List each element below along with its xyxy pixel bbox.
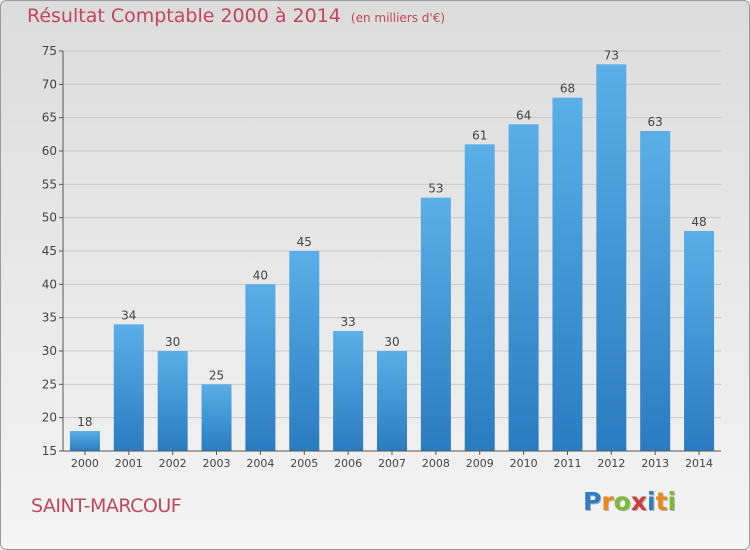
x-tick-label: 2003 bbox=[203, 457, 231, 470]
bar bbox=[201, 384, 232, 451]
x-tick-label: 2014 bbox=[685, 457, 713, 470]
bar bbox=[552, 97, 583, 452]
y-tick-label: 55 bbox=[42, 177, 57, 191]
chart-unit-label: (en milliers d'€) bbox=[350, 11, 446, 25]
x-tick-label: 2013 bbox=[641, 457, 669, 470]
data-label: 73 bbox=[604, 48, 619, 62]
x-tick-label: 2009 bbox=[466, 457, 494, 470]
axis-layer: 15 20 25 30 35 40 45 50 55 60 65 70 75 2000 2001 2002 20… bbox=[42, 44, 721, 470]
y-tick-label: 45 bbox=[42, 244, 57, 258]
logo-letter: i bbox=[667, 487, 677, 516]
y-tick-label: 40 bbox=[42, 277, 57, 291]
y-tick-label: 20 bbox=[42, 411, 57, 425]
x-tick-label: 2004 bbox=[246, 457, 274, 470]
logo-letter: o bbox=[613, 487, 631, 516]
logo-letter: r bbox=[601, 487, 614, 516]
y-tick-label: 65 bbox=[42, 111, 57, 125]
bar-layer bbox=[69, 64, 715, 452]
logo-letter: P bbox=[583, 487, 602, 516]
chart-title: Résultat Comptable 2000 à 2014 (en millie… bbox=[27, 5, 445, 27]
data-label: 45 bbox=[297, 235, 312, 249]
x-tick-label: 2000 bbox=[71, 457, 99, 470]
data-label: 48 bbox=[691, 215, 706, 229]
label-layer: 18 34 30 25 40 45 33 30 53 61 64 68 73 63 48 bbox=[77, 48, 706, 429]
y-tick-label: 75 bbox=[42, 44, 57, 58]
data-label: 63 bbox=[648, 115, 663, 129]
bar bbox=[684, 231, 715, 451]
bar bbox=[508, 124, 539, 451]
bar bbox=[420, 197, 451, 451]
x-tick-label: 2010 bbox=[510, 457, 538, 470]
proxiti-logo: Proxiti bbox=[583, 487, 676, 516]
data-label: 53 bbox=[428, 182, 443, 196]
logo-letter: i bbox=[647, 487, 656, 516]
bar bbox=[333, 331, 364, 451]
y-tick-label: 15 bbox=[42, 444, 57, 458]
bar bbox=[245, 284, 276, 451]
data-label: 25 bbox=[209, 368, 224, 382]
data-label: 34 bbox=[121, 308, 136, 322]
data-label: 40 bbox=[253, 268, 268, 282]
data-label: 61 bbox=[472, 128, 487, 142]
x-tick-label: 2011 bbox=[553, 457, 581, 470]
data-label: 33 bbox=[340, 315, 355, 329]
x-tick-label: 2002 bbox=[159, 457, 187, 470]
bar bbox=[640, 131, 671, 451]
chart-title-text: Résultat Comptable 2000 à 2014 bbox=[27, 5, 341, 27]
bar bbox=[377, 351, 407, 451]
y-tick-label: 25 bbox=[42, 377, 57, 391]
x-tick-label: 2007 bbox=[378, 457, 406, 470]
x-tick-label: 2001 bbox=[115, 457, 143, 470]
y-tick-label: 30 bbox=[42, 344, 57, 358]
x-tick-label: 2006 bbox=[334, 457, 362, 470]
y-tick-label: 60 bbox=[42, 144, 57, 158]
data-label: 30 bbox=[384, 335, 399, 349]
data-label: 64 bbox=[516, 108, 531, 122]
y-tick-label: 70 bbox=[42, 77, 57, 91]
logo-letter: x bbox=[630, 487, 647, 516]
bar bbox=[113, 324, 144, 451]
bar bbox=[289, 251, 320, 451]
data-label: 18 bbox=[77, 415, 92, 429]
bar bbox=[157, 351, 188, 451]
x-tick-label: 2008 bbox=[422, 457, 450, 470]
logo-letter: t bbox=[655, 487, 668, 516]
town-name: SAINT-MARCOUF bbox=[31, 495, 182, 517]
bar bbox=[69, 431, 100, 451]
bar bbox=[464, 144, 495, 452]
y-tick-label: 50 bbox=[42, 211, 57, 225]
y-tick-label: 35 bbox=[42, 311, 57, 325]
x-tick-label: 2012 bbox=[597, 457, 625, 470]
bar bbox=[596, 64, 627, 452]
data-label: 68 bbox=[560, 82, 575, 96]
data-label: 30 bbox=[165, 335, 180, 349]
x-tick-label: 2005 bbox=[290, 457, 318, 470]
